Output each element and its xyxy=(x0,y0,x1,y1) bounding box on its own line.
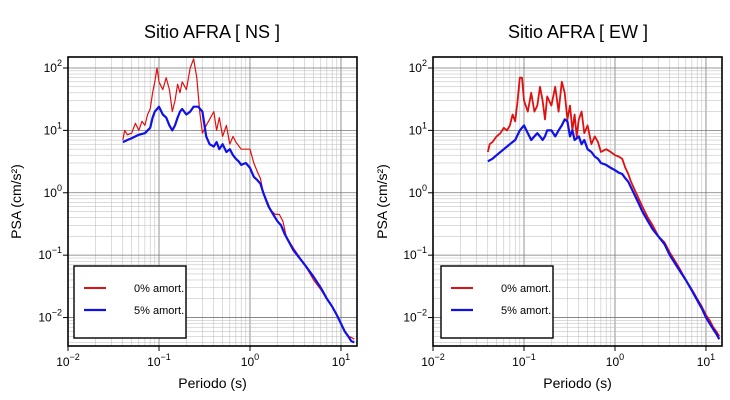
x-axis-label: Periodo (s) xyxy=(178,375,246,391)
x-axis-label: Periodo (s) xyxy=(543,375,611,391)
y-axis-label: PSA (cm/s²) xyxy=(8,164,24,239)
x-tick-label: 100 xyxy=(241,352,259,369)
x-tick-base: 10 xyxy=(241,355,255,369)
x-tick-base: 10 xyxy=(421,355,435,369)
y-tick-label: 101 xyxy=(409,120,427,137)
legend-label-0: 0% amort. xyxy=(134,283,184,295)
x-tick-label: 101 xyxy=(332,352,350,369)
y-tick-base: 10 xyxy=(403,248,417,262)
x-tick-label: 100 xyxy=(606,352,624,369)
y-tick-exponent: 0 xyxy=(422,183,427,193)
y-tick-exponent: 1 xyxy=(422,120,427,130)
y-tick-exponent: −2 xyxy=(52,308,62,318)
y-tick-base: 10 xyxy=(409,61,423,75)
y-tick-label: 102 xyxy=(44,58,62,75)
y-tick-base: 10 xyxy=(409,186,423,200)
y-tick-base: 10 xyxy=(38,311,52,325)
legend-box xyxy=(73,265,187,339)
legend-label-0: 0% amort. xyxy=(501,283,551,295)
legend-box xyxy=(440,265,554,339)
x-tick-base: 10 xyxy=(332,355,346,369)
legend: 0% amort. 5% amort. xyxy=(440,265,554,339)
legend-label-1: 5% amort. xyxy=(134,305,184,317)
y-tick-label: 101 xyxy=(44,120,62,137)
y-tick-exponent: −2 xyxy=(417,308,427,318)
y-tick-label: 10−1 xyxy=(38,245,62,262)
chart-title: Sitio AFRA [ NS ] xyxy=(144,22,280,42)
y-tick-exponent: −1 xyxy=(52,245,62,255)
x-tick-exponent: 1 xyxy=(710,352,715,362)
x-tick-label: 10−1 xyxy=(512,352,536,369)
y-tick-exponent: 2 xyxy=(422,58,427,68)
y-tick-base: 10 xyxy=(44,186,58,200)
y-tick-exponent: 1 xyxy=(57,120,62,130)
y-tick-label: 10−1 xyxy=(403,245,427,262)
x-tick-label: 10−2 xyxy=(56,352,80,369)
y-tick-exponent: 2 xyxy=(57,58,62,68)
y-tick-base: 10 xyxy=(409,123,423,137)
y-tick-label: 102 xyxy=(409,58,427,75)
y-tick-label: 10−2 xyxy=(403,308,427,325)
x-tick-base: 10 xyxy=(512,355,526,369)
x-tick-label: 10−1 xyxy=(147,352,171,369)
x-tick-exponent: −2 xyxy=(435,352,445,362)
legend-label-1: 5% amort. xyxy=(501,305,551,317)
y-tick-base: 10 xyxy=(403,311,417,325)
plot-frame xyxy=(432,56,723,347)
series-line-1 xyxy=(487,118,721,340)
x-tick-exponent: −1 xyxy=(526,352,536,362)
x-tick-base: 10 xyxy=(147,355,161,369)
y-tick-label: 100 xyxy=(44,183,62,200)
x-tick-exponent: −2 xyxy=(70,352,80,362)
y-tick-base: 10 xyxy=(38,248,52,262)
chart-title: Sitio AFRA [ EW ] xyxy=(508,22,648,42)
x-tick-label: 10−2 xyxy=(421,352,445,369)
x-tick-base: 10 xyxy=(606,355,620,369)
x-tick-exponent: 1 xyxy=(345,352,350,362)
x-tick-label: 101 xyxy=(697,352,715,369)
x-tick-base: 10 xyxy=(56,355,70,369)
y-tick-base: 10 xyxy=(44,123,58,137)
x-tick-base: 10 xyxy=(697,355,711,369)
x-tick-exponent: −1 xyxy=(161,352,171,362)
y-axis-label: PSA (cm/s²) xyxy=(374,164,390,239)
plot-frame xyxy=(67,56,358,347)
grid xyxy=(67,57,357,346)
y-tick-label: 100 xyxy=(409,183,427,200)
x-tick-exponent: 0 xyxy=(254,352,259,362)
y-tick-base: 10 xyxy=(44,61,58,75)
series-line-1 xyxy=(122,105,355,344)
legend: 0% amort. 5% amort. xyxy=(73,265,187,339)
y-tick-exponent: −1 xyxy=(417,245,427,255)
y-tick-exponent: 0 xyxy=(57,183,62,193)
x-tick-exponent: 0 xyxy=(619,352,624,362)
y-tick-label: 10−2 xyxy=(38,308,62,325)
